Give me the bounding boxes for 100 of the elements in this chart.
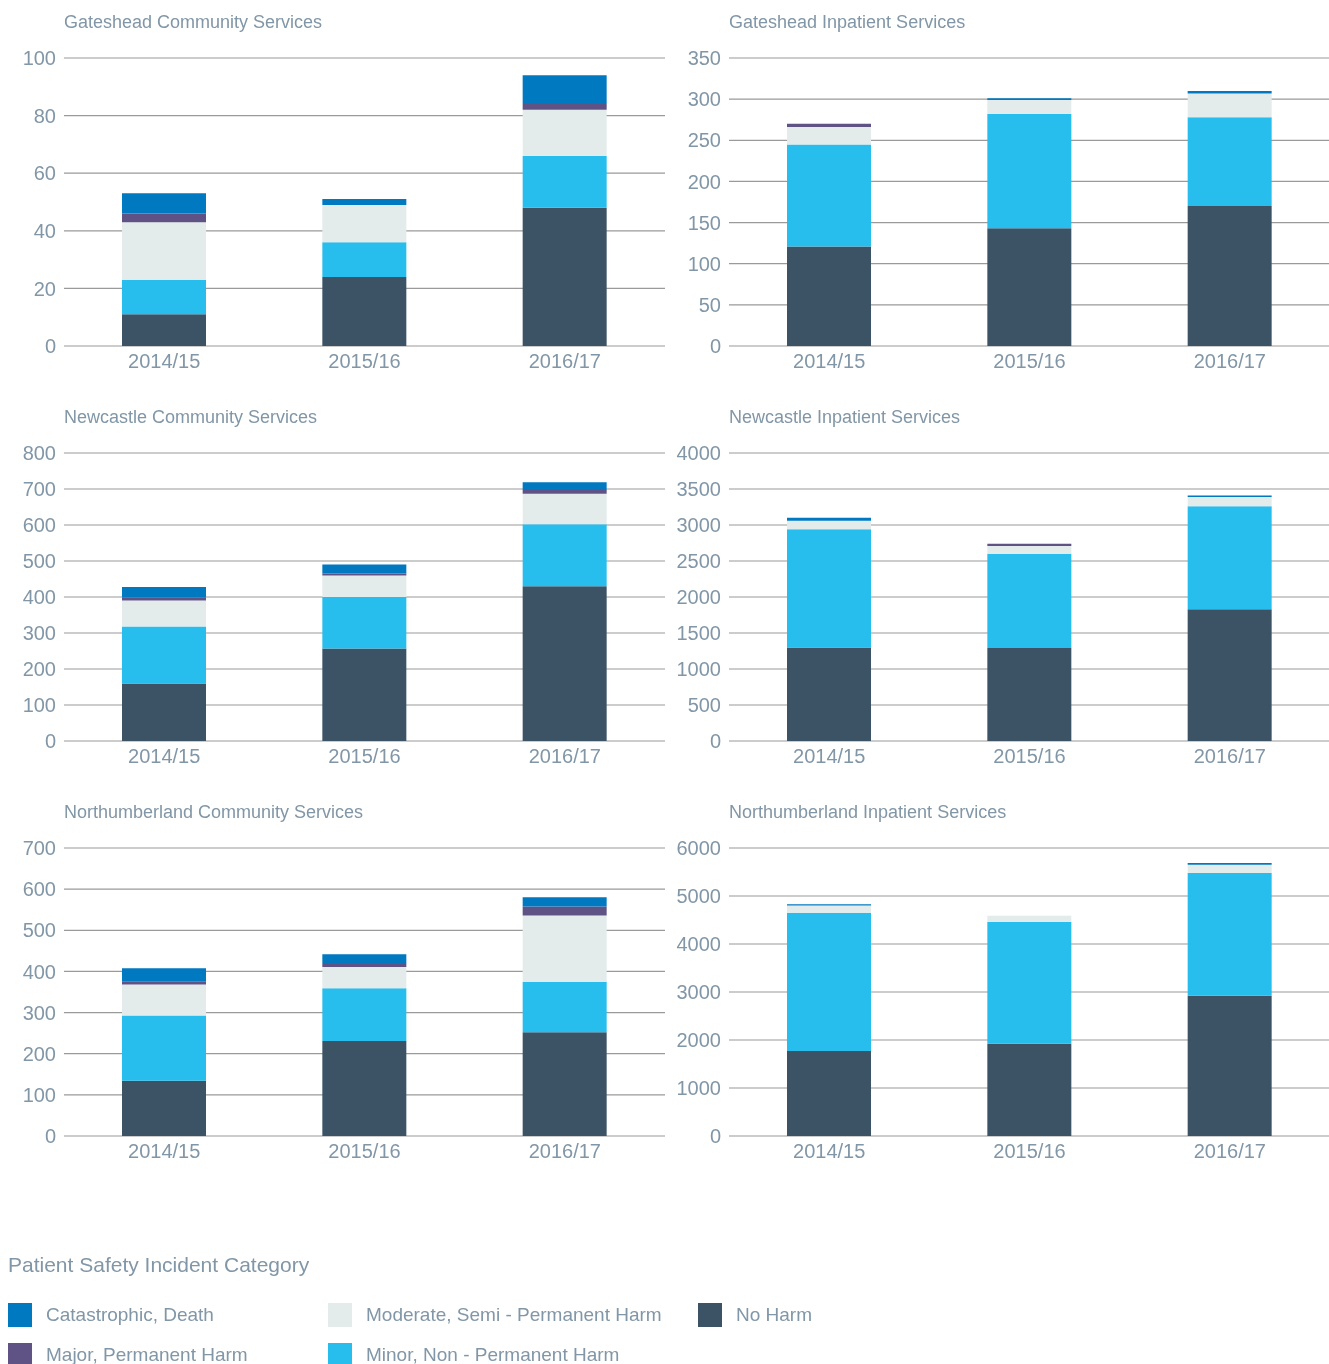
bar (787, 529, 871, 648)
chart-title: Newcastle Inpatient Services (728, 406, 962, 429)
bar (787, 127, 871, 145)
bar (1187, 995, 1272, 1136)
bar (122, 626, 206, 684)
bar (122, 683, 206, 741)
y-tick-label: 40 (33, 219, 56, 242)
y-tick-label: 50 (698, 293, 721, 316)
y-tick-label: 600 (22, 514, 56, 537)
y-tick-label: 3500 (676, 478, 721, 501)
bar (322, 597, 407, 649)
y-tick-label: 2500 (676, 550, 721, 573)
bar (987, 99, 1072, 114)
bar (787, 912, 871, 1052)
y-tick-label: 700 (22, 837, 56, 860)
y-tick-label: 1500 (676, 622, 721, 645)
y-tick-label: 500 (22, 919, 56, 942)
x-tick-label: 2014/15 (793, 350, 866, 373)
bar (1187, 93, 1272, 118)
bar (122, 1015, 206, 1081)
y-tick-label: 4000 (676, 933, 721, 956)
y-tick-label: 200 (22, 1042, 56, 1065)
y-tick-label: 3000 (676, 514, 721, 537)
bar (122, 984, 206, 1016)
bar (322, 564, 407, 574)
bar (522, 586, 607, 741)
y-tick-label: 300 (687, 88, 721, 111)
y-tick-label: 250 (687, 129, 721, 152)
y-tick-label: 1000 (676, 1077, 721, 1100)
x-tick-label: 2014/15 (128, 350, 201, 373)
bar (787, 520, 871, 530)
bar (1187, 117, 1272, 207)
bar (987, 648, 1072, 741)
bar (522, 897, 607, 907)
bar (522, 109, 607, 156)
bar (1187, 206, 1272, 346)
bar (987, 543, 1072, 546)
bar (522, 207, 607, 346)
y-tick-label: 0 (44, 335, 56, 358)
x-tick-label: 2016/17 (528, 350, 601, 373)
bar (322, 199, 407, 205)
bar (122, 279, 206, 315)
bar (322, 242, 407, 277)
x-tick-label: 2016/17 (1193, 350, 1266, 373)
bar (122, 222, 206, 280)
bar (1187, 609, 1272, 741)
x-tick-label: 2014/15 (793, 1140, 866, 1163)
x-tick-label: 2016/17 (528, 745, 601, 768)
y-tick-label: 500 (22, 550, 56, 573)
bar (1187, 872, 1272, 996)
bar (322, 276, 407, 346)
chart-title: Northumberland Inpatient Services (728, 801, 1008, 824)
y-tick-label: 100 (22, 1083, 56, 1106)
bar (522, 155, 607, 208)
y-tick-label: 150 (687, 211, 721, 234)
bar (787, 647, 871, 741)
bar (322, 575, 407, 597)
legend-label: No Harm (736, 1304, 813, 1326)
bar (1187, 496, 1272, 507)
y-tick-label: 100 (22, 694, 56, 717)
y-tick-label: 400 (22, 586, 56, 609)
bar (522, 104, 607, 110)
bar (522, 489, 607, 494)
y-tick-label: 100 (687, 252, 721, 275)
y-tick-label: 350 (687, 47, 721, 70)
bar (522, 75, 607, 105)
y-tick-label: 200 (22, 658, 56, 681)
bar (787, 123, 871, 128)
y-tick-label: 600 (22, 878, 56, 901)
bar (987, 553, 1072, 649)
y-tick-label: 0 (44, 1125, 56, 1148)
bar (322, 648, 407, 741)
y-tick-label: 2000 (676, 1029, 721, 1052)
y-tick-label: 300 (22, 622, 56, 645)
x-tick-label: 2015/16 (328, 350, 401, 373)
bar (787, 144, 871, 247)
bar (522, 482, 607, 489)
chart-title: Gateshead Community Services (63, 11, 324, 34)
legend-label: Moderate, Semi - Permanent Harm (366, 1304, 662, 1326)
bar (987, 921, 1072, 1044)
y-tick-label: 100 (22, 47, 56, 70)
bar (322, 966, 407, 989)
bar (522, 906, 607, 916)
y-tick-label: 4000 (676, 442, 721, 465)
y-tick-label: 200 (687, 170, 721, 193)
bar (322, 204, 407, 243)
bar (322, 954, 407, 965)
y-tick-label: 700 (22, 478, 56, 501)
y-tick-label: 5000 (676, 885, 721, 908)
bar (122, 314, 206, 346)
bar (122, 586, 206, 598)
y-tick-label: 800 (22, 442, 56, 465)
bar (987, 915, 1072, 922)
x-tick-label: 2015/16 (328, 745, 401, 768)
bar (322, 1040, 407, 1136)
bar (122, 213, 206, 223)
y-tick-label: 2000 (676, 586, 721, 609)
y-tick-label: 0 (709, 335, 721, 358)
y-tick-label: 1000 (676, 658, 721, 681)
bar (122, 193, 206, 214)
